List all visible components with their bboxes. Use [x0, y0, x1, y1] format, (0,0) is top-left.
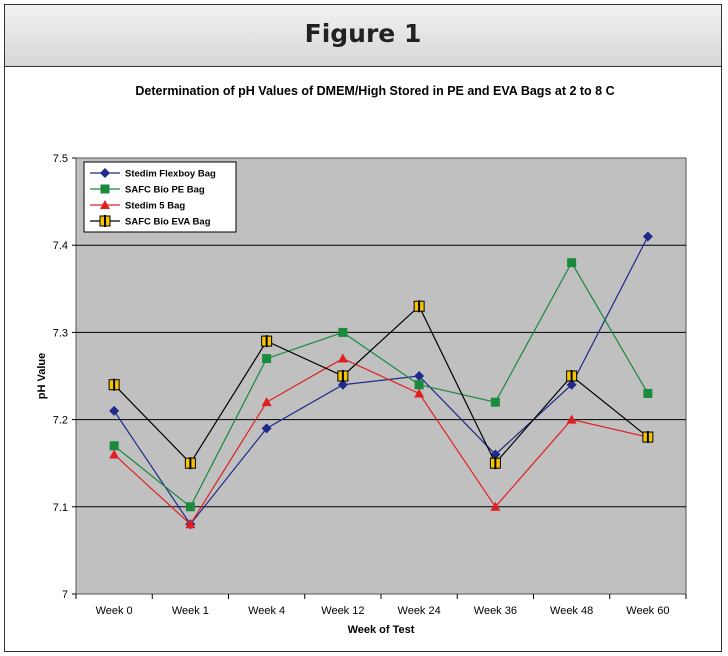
data-point	[185, 502, 195, 512]
y-tick-label: 7.5	[53, 153, 68, 165]
data-point	[567, 258, 577, 268]
y-tick-label: 7.1	[53, 502, 68, 514]
y-tick-label: 7.2	[53, 415, 68, 427]
x-tick-label: Week 36	[474, 605, 517, 617]
data-point	[262, 354, 272, 364]
series-line	[113, 305, 649, 465]
data-point	[337, 370, 349, 382]
chart-title: Determination of pH Values of DMEM/High …	[135, 84, 614, 98]
figure-label: Figure 1	[304, 19, 422, 48]
series-line	[113, 261, 649, 508]
x-tick-label: Week 0	[96, 605, 133, 617]
legend-entry: SAFC Bio PE Bag	[90, 184, 205, 196]
x-tick-label: Week 1	[172, 605, 209, 617]
y-tick-label: 7.3	[53, 327, 68, 339]
legend-label: SAFC Bio EVA Bag	[125, 217, 211, 228]
axes: 7 7.1 7.2 7.3 7.4 7.5 Week 0 Week 1 Week 4 Week 1…	[53, 153, 687, 617]
x-tick-label: Week 48	[550, 605, 593, 617]
data-point	[109, 441, 119, 451]
y-tick-label: 7.4	[53, 240, 68, 252]
legend-marker	[100, 184, 110, 194]
figure-header: Figure 1	[5, 5, 721, 67]
data-point	[337, 379, 348, 390]
data-point	[337, 353, 348, 363]
data-point	[108, 378, 120, 391]
data-point	[642, 231, 653, 242]
data-point	[185, 519, 196, 529]
series-layer	[108, 231, 654, 530]
data-point	[413, 300, 425, 313]
x-tick-label: Week 4	[248, 605, 285, 617]
x-tick-label: Week 12	[321, 605, 364, 617]
data-point	[643, 388, 653, 398]
series-safc-bio-eva-bag	[108, 300, 654, 470]
data-point	[414, 380, 424, 390]
grid-lines	[76, 244, 686, 508]
data-point	[261, 423, 272, 434]
series-safc-bio-pe-bag	[109, 258, 653, 512]
data-point	[566, 414, 577, 424]
legend-marker	[99, 215, 111, 227]
data-point	[414, 371, 425, 381]
legend: Stedim Flexboy Bag SAFC Bio PE Bag Stedim …	[83, 161, 237, 233]
data-point	[490, 501, 501, 511]
legend-label: Stedim Flexboy Bag	[125, 169, 216, 180]
data-point	[566, 370, 578, 382]
y-tick-label: 7	[62, 589, 68, 601]
data-point	[261, 335, 273, 348]
x-tick-label: Week 60	[626, 605, 669, 617]
data-point	[414, 388, 425, 398]
legend-marker	[100, 168, 110, 178]
data-point	[338, 327, 348, 337]
data-point	[109, 405, 120, 416]
data-point	[642, 431, 654, 444]
x-tick-label: Week 24	[398, 605, 441, 617]
data-point	[261, 397, 272, 407]
legend-label: Stedim 5 Bag	[125, 201, 185, 212]
data-point	[489, 457, 501, 470]
data-point	[490, 397, 500, 407]
legend-entry: Stedim 5 Bag	[90, 200, 185, 212]
data-point	[109, 449, 120, 459]
data-point	[184, 457, 196, 470]
series-line	[113, 236, 649, 526]
x-axis-label: Week of Test	[348, 624, 415, 636]
series-line	[113, 357, 649, 526]
data-point	[566, 379, 577, 390]
legend-entry: Stedim Flexboy Bag	[90, 168, 216, 180]
legend-entry: SAFC Bio EVA Bag	[90, 215, 211, 228]
legend-marker	[100, 200, 110, 209]
y-axis-label: pH Value	[36, 353, 48, 399]
legend-label: SAFC Bio PE Bag	[125, 185, 205, 196]
